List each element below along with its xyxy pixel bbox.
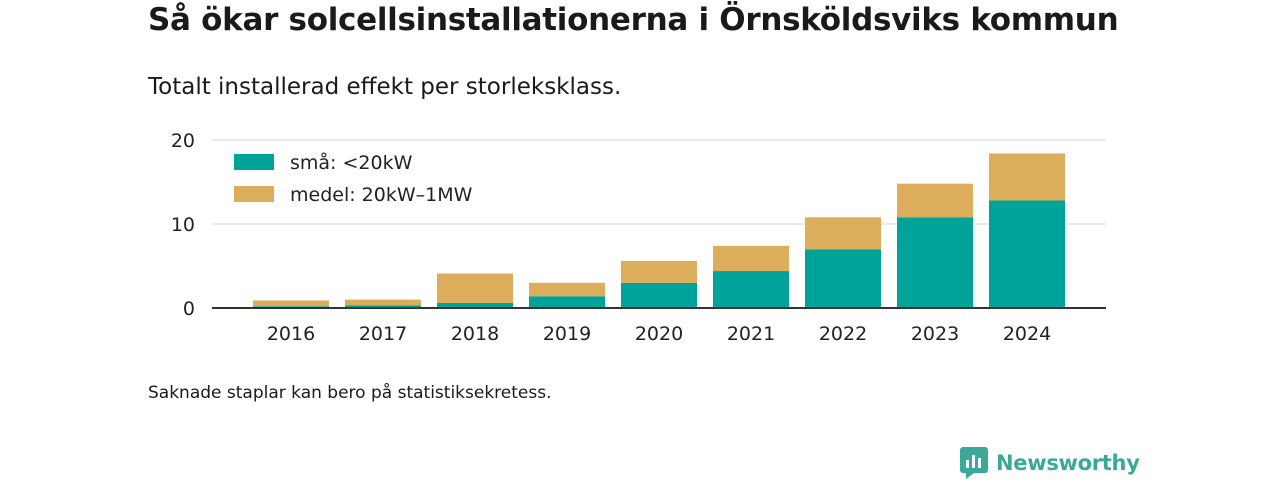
bar-medel-2021 <box>713 245 789 272</box>
axes: 0 10 20 2016 2017 2018 2019 2020 2021 2022 2023 202… <box>171 130 1106 345</box>
bar-sma-2024 <box>989 200 1065 308</box>
bar-medel-2016 <box>253 300 329 307</box>
bar-sma-2021 <box>713 271 789 308</box>
x-tick-label: 2024 <box>1003 323 1051 345</box>
x-tick-label: 2019 <box>543 323 591 345</box>
x-tick-label: 2016 <box>267 323 315 345</box>
x-tick-label: 2021 <box>727 323 775 345</box>
footnote: Saknade staplar kan bero på statistiksek… <box>148 383 552 403</box>
x-tick-label: 2020 <box>635 323 683 345</box>
bar-medel-2023 <box>897 183 973 218</box>
bar-medel-2019 <box>529 282 605 297</box>
bar-sma-2023 <box>897 217 973 308</box>
legend-swatch <box>234 186 274 202</box>
y-tick-label: 10 <box>171 214 195 236</box>
legend-label: små: <20kW <box>290 151 413 174</box>
bar-medel-2018 <box>437 273 513 303</box>
brand-name: Newsworthy <box>996 451 1140 475</box>
bars <box>253 153 1065 308</box>
bar-sma-2017 <box>345 305 421 308</box>
bar-sma-2018 <box>437 302 513 308</box>
x-tick-label: 2018 <box>451 323 499 345</box>
brand-logo[interactable]: Newsworthy <box>960 446 1140 480</box>
y-tick-label: 0 <box>183 298 195 320</box>
newsworthy-logo-icon <box>960 447 988 479</box>
legend-swatch <box>234 154 274 170</box>
bar-medel-2020 <box>621 260 697 283</box>
x-tick-label: 2022 <box>819 323 867 345</box>
bar-medel-2017 <box>345 299 421 306</box>
bar-sma-2019 <box>529 296 605 308</box>
chart-subtitle: Totalt installerad effekt per storlekskl… <box>148 74 622 100</box>
stacked-bar-chart: 0 10 20 2016 2017 2018 2019 2020 2021 2022 2023 202… <box>171 130 1106 345</box>
x-tick-label: 2023 <box>911 323 959 345</box>
legend-label: medel: 20kW–1MW <box>290 184 473 206</box>
bar-medel-2024 <box>989 153 1065 201</box>
bar-sma-2020 <box>621 282 697 308</box>
chart-title: Så ökar solcellsinstallationerna i Örnsk… <box>148 2 1119 38</box>
bar-sma-2022 <box>805 249 881 308</box>
legend: små: <20kW medel: 20kW–1MW <box>234 151 473 206</box>
bar-medel-2022 <box>805 217 881 250</box>
x-tick-label: 2017 <box>359 323 407 345</box>
y-tick-label: 20 <box>171 130 195 152</box>
